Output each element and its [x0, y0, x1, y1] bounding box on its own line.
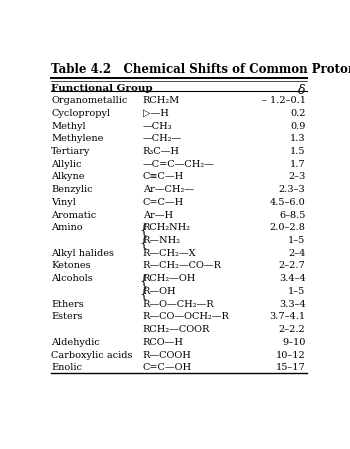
- Text: δ: δ: [298, 84, 306, 97]
- Text: 2–4: 2–4: [288, 249, 306, 258]
- Text: 3.4–4: 3.4–4: [279, 274, 306, 283]
- Text: 2–3: 2–3: [288, 172, 306, 181]
- Text: 2.3–3: 2.3–3: [279, 185, 306, 194]
- Text: 3.3–4: 3.3–4: [279, 299, 306, 308]
- Text: Table 4.2   Chemical Shifts of Common Proton Groups: Table 4.2 Chemical Shifts of Common Prot…: [51, 62, 350, 75]
- Text: Alkyne: Alkyne: [51, 172, 85, 181]
- Text: Benzylic: Benzylic: [51, 185, 93, 194]
- Text: {: {: [139, 287, 147, 300]
- Text: Allylic: Allylic: [51, 160, 82, 169]
- Text: 1–5: 1–5: [288, 287, 306, 296]
- Text: R—NH₂: R—NH₂: [143, 236, 181, 245]
- Text: 2–2.7: 2–2.7: [279, 261, 306, 270]
- Text: Ar—CH₂—: Ar—CH₂—: [143, 185, 194, 194]
- Text: RCH₂NH₂: RCH₂NH₂: [143, 223, 191, 232]
- Text: Organometallic: Organometallic: [51, 96, 128, 105]
- Text: RCH₂—OH: RCH₂—OH: [143, 274, 196, 283]
- Text: RCH₂—COOR: RCH₂—COOR: [143, 325, 210, 334]
- Text: R—CO—OCH₂—R: R—CO—OCH₂—R: [143, 313, 230, 321]
- Text: Cyclopropyl: Cyclopropyl: [51, 109, 111, 118]
- Text: 10–12: 10–12: [276, 351, 306, 360]
- Text: R—OH: R—OH: [143, 287, 176, 296]
- Text: {: {: [139, 274, 147, 287]
- Text: —CH₃: —CH₃: [143, 122, 173, 131]
- Text: Ketones: Ketones: [51, 261, 91, 270]
- Text: —CH₂—: —CH₂—: [143, 134, 182, 143]
- Text: Alkyl halides: Alkyl halides: [51, 249, 114, 258]
- Text: {: {: [139, 236, 147, 249]
- Text: R—CH₂—CO—R: R—CH₂—CO—R: [143, 261, 222, 270]
- Text: Alcohols: Alcohols: [51, 274, 93, 283]
- Text: R—O—CH₂—R: R—O—CH₂—R: [143, 299, 215, 308]
- Text: 0.2: 0.2: [290, 109, 306, 118]
- Text: Esters: Esters: [51, 313, 83, 321]
- Text: C≡C—H: C≡C—H: [143, 172, 184, 181]
- Text: —C=C—CH₂—: —C=C—CH₂—: [143, 160, 215, 169]
- Text: Carboxylic acids: Carboxylic acids: [51, 351, 133, 360]
- Text: C=C—OH: C=C—OH: [143, 363, 192, 372]
- Text: 9–10: 9–10: [282, 338, 306, 347]
- Text: ▷—H: ▷—H: [143, 109, 169, 118]
- Text: Aldehydic: Aldehydic: [51, 338, 100, 347]
- Text: Ar—H: Ar—H: [143, 211, 173, 220]
- Text: Tertiary: Tertiary: [51, 147, 91, 156]
- Text: – 1.2–0.1: – 1.2–0.1: [261, 96, 306, 105]
- Text: 0.9: 0.9: [290, 122, 306, 131]
- Text: 1–5: 1–5: [288, 236, 306, 245]
- Text: {: {: [139, 223, 147, 236]
- Text: RCH₂M: RCH₂M: [143, 96, 180, 105]
- Text: R—CH₂—X: R—CH₂—X: [143, 249, 196, 258]
- Text: R₃C—H: R₃C—H: [143, 147, 180, 156]
- Text: 2–2.2: 2–2.2: [279, 325, 306, 334]
- Text: 1.3: 1.3: [290, 134, 306, 143]
- Text: 3.7–4.1: 3.7–4.1: [270, 313, 306, 321]
- Text: R—COOH: R—COOH: [143, 351, 192, 360]
- Text: 6–8.5: 6–8.5: [279, 211, 306, 220]
- Text: Enolic: Enolic: [51, 363, 82, 372]
- Text: Amino: Amino: [51, 223, 83, 232]
- Text: Methyl: Methyl: [51, 122, 86, 131]
- Text: Aromatic: Aromatic: [51, 211, 97, 220]
- Text: 15–17: 15–17: [276, 363, 306, 372]
- Text: Functional Group: Functional Group: [51, 84, 153, 93]
- Text: Methylene: Methylene: [51, 134, 104, 143]
- Text: RCO—H: RCO—H: [143, 338, 184, 347]
- Text: C=C—H: C=C—H: [143, 198, 184, 207]
- Text: Ethers: Ethers: [51, 299, 84, 308]
- Text: 4.5–6.0: 4.5–6.0: [270, 198, 306, 207]
- Text: 2.0–2.8: 2.0–2.8: [270, 223, 306, 232]
- Text: 1.7: 1.7: [290, 160, 306, 169]
- Text: Vinyl: Vinyl: [51, 198, 76, 207]
- Text: 1.5: 1.5: [290, 147, 306, 156]
